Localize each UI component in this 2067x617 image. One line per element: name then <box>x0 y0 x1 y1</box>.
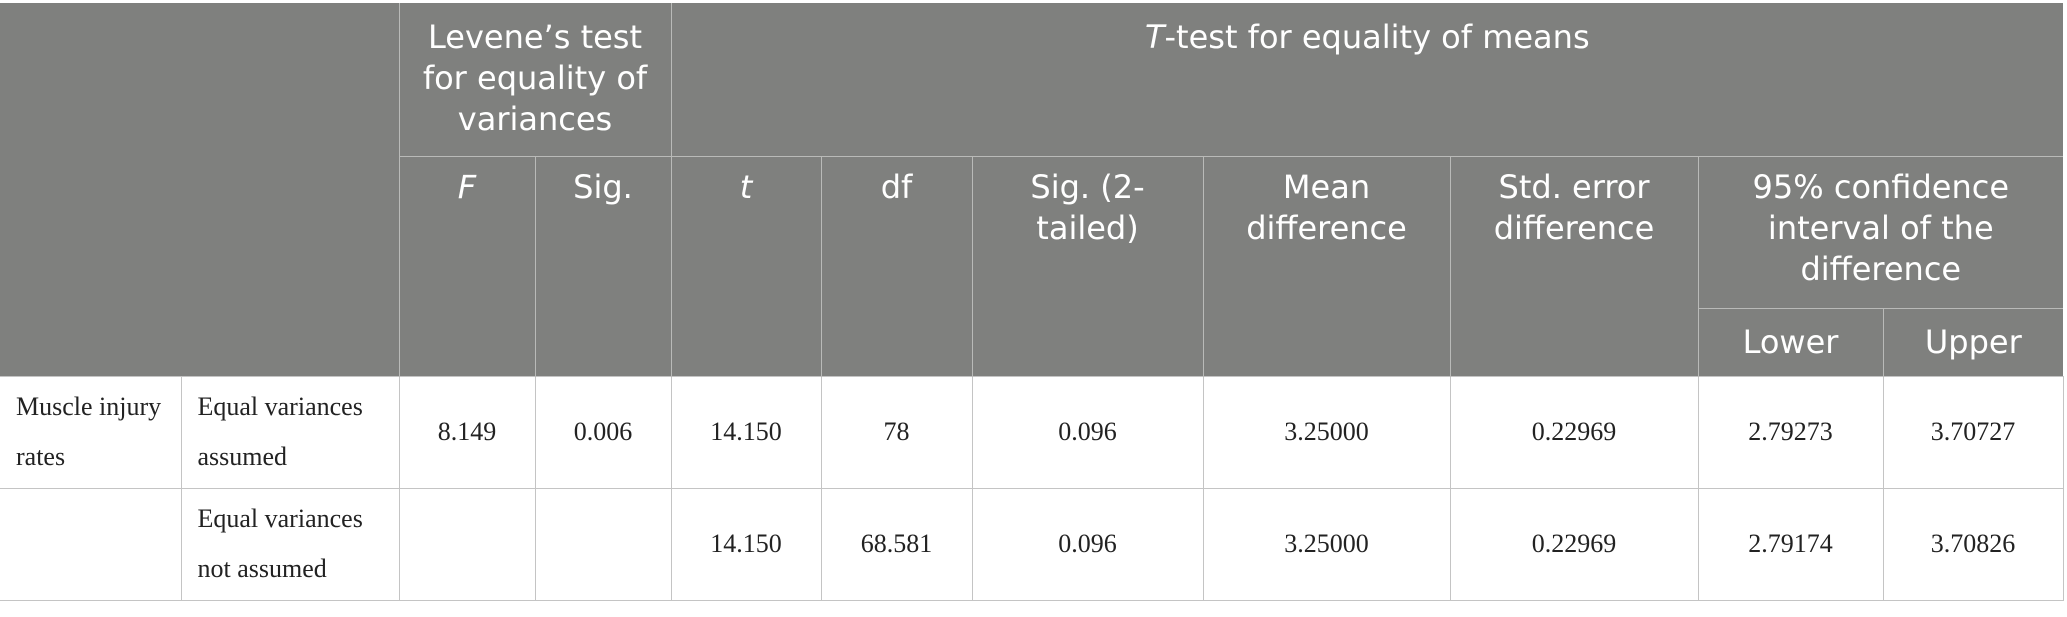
cell-condition: Equal variances assumed <box>180 375 400 489</box>
cell-lower: 2.79273 <box>1697 375 1884 489</box>
levene-group-header: Levene’s test for equality of variances <box>398 3 672 156</box>
cell-f <box>398 487 536 601</box>
cell-df: 78 <box>820 375 973 489</box>
col-header-sig: Sig. <box>534 155 672 376</box>
col-header-std-error-difference: Std. error difference <box>1449 155 1699 376</box>
col-header-sig-2-tailed: Sig. (2-tailed) <box>971 155 1204 376</box>
col-header-upper: Upper <box>1882 307 2064 376</box>
cell-upper: 3.70727 <box>1882 375 2064 489</box>
cell-condition: Equal variances not assumed <box>180 487 400 601</box>
ttest-group-rest: -test for equality of means <box>1164 18 1590 56</box>
cell-std-error-difference: 0.22969 <box>1449 487 1699 601</box>
header-blank <box>0 3 399 376</box>
cell-std-error-difference: 0.22969 <box>1449 375 1699 489</box>
col-header-t: t <box>670 155 822 376</box>
col-header-f: F <box>398 155 535 376</box>
cell-lower: 2.79174 <box>1697 487 1884 601</box>
cell-sig-2-tailed: 0.096 <box>971 487 1204 601</box>
table-row: Equal variances not assumed 14.150 68.58… <box>0 487 2064 601</box>
cell-f: 8.149 <box>398 375 536 489</box>
cell-variable <box>0 487 182 601</box>
ttest-group-header: T-test for equality of means <box>670 3 2064 156</box>
cell-sig: 0.006 <box>534 375 672 489</box>
cell-df: 68.581 <box>820 487 973 601</box>
cell-sig <box>534 487 672 601</box>
col-header-df: df <box>820 155 973 376</box>
cell-variable: Muscle injury rates <box>0 375 182 489</box>
cell-mean-difference: 3.25000 <box>1202 487 1451 601</box>
cell-mean-difference: 3.25000 <box>1202 375 1451 489</box>
table-row: Muscle injury rates Equal variances assu… <box>0 375 2064 489</box>
col-header-mean-difference: Mean difference <box>1202 155 1451 376</box>
col-header-confidence-interval: 95% confidence interval of the differenc… <box>1697 155 2064 308</box>
cell-t: 14.150 <box>670 375 822 489</box>
cell-t: 14.150 <box>670 487 822 601</box>
ttest-group-italic: T <box>1144 18 1165 56</box>
cell-sig-2-tailed: 0.096 <box>971 375 1204 489</box>
col-header-lower: Lower <box>1697 307 1884 376</box>
cell-upper: 3.70826 <box>1882 487 2064 601</box>
independent-samples-test-table: Levene’s test for equality of variances … <box>0 3 2064 601</box>
